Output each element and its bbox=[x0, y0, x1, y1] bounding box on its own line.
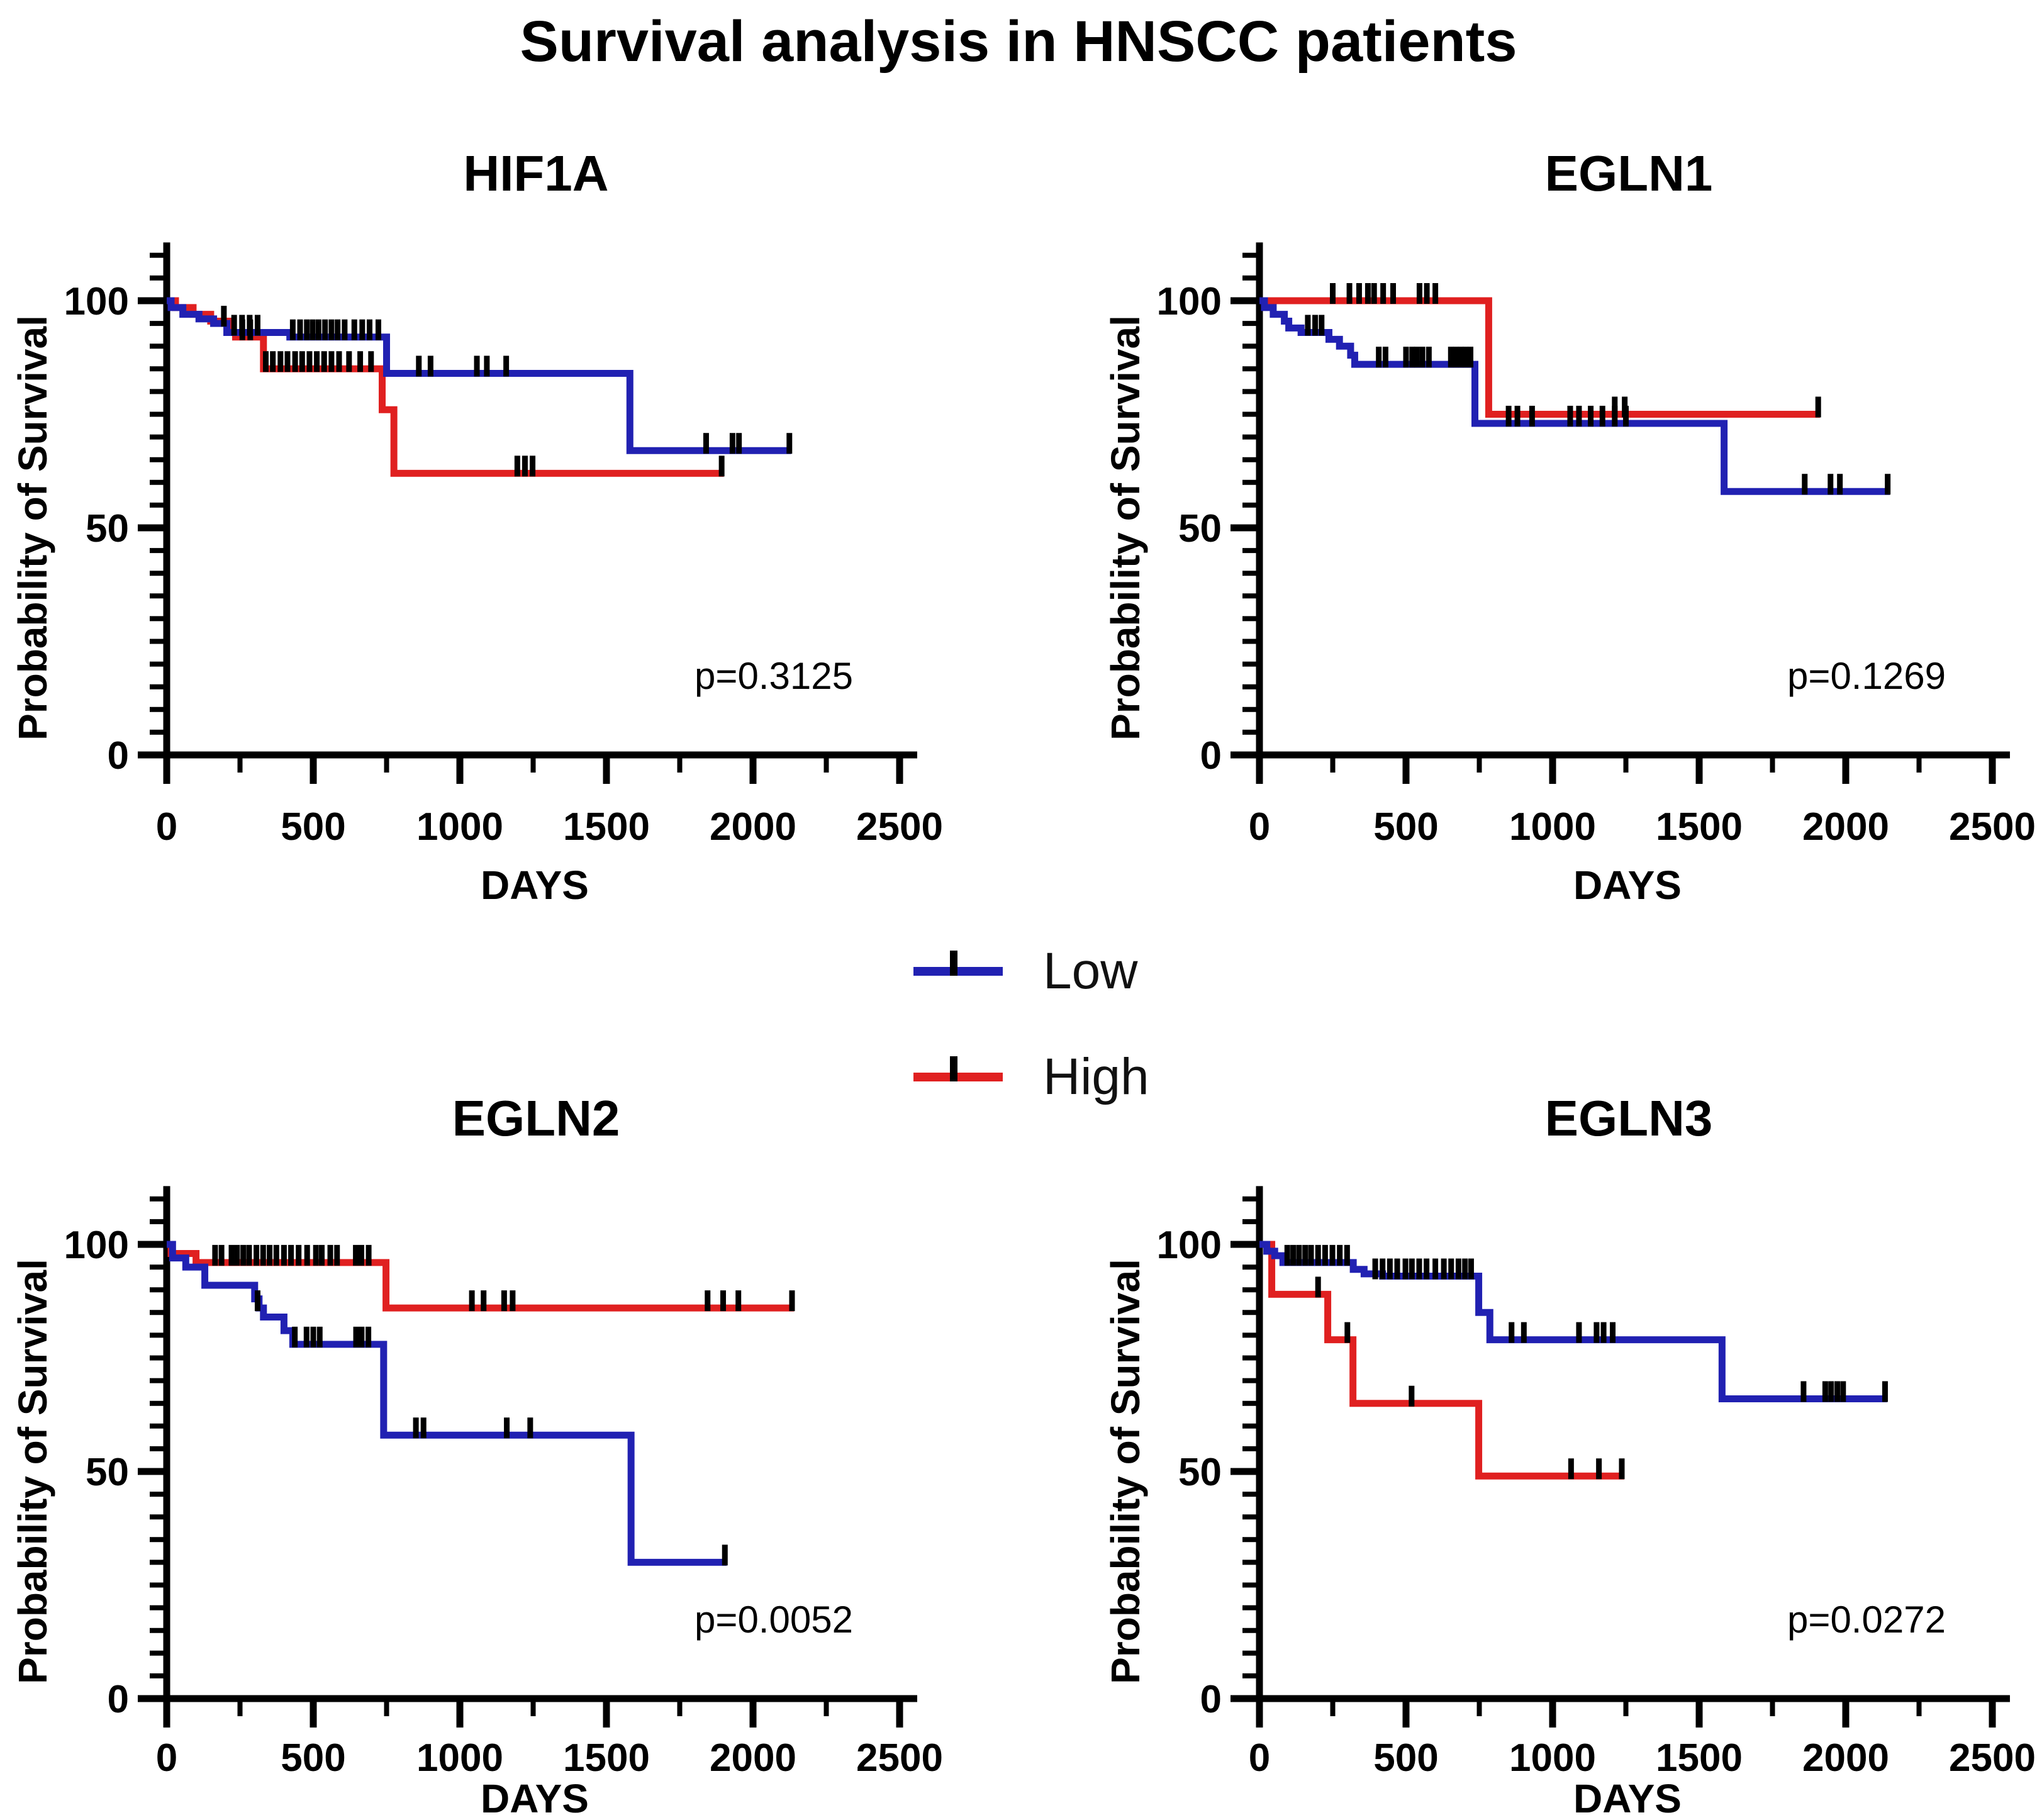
x-axis-label: DAYS bbox=[481, 1776, 589, 1820]
x-tick-label: 1500 bbox=[1656, 805, 1743, 849]
legend-low-line-swatch bbox=[913, 951, 1003, 976]
y-tick-label: 0 bbox=[108, 734, 129, 778]
y-tick-label: 50 bbox=[1178, 1451, 1222, 1494]
x-tick-label: 2500 bbox=[856, 1736, 943, 1780]
km-curve-high bbox=[1259, 1241, 1624, 1480]
x-axis-label: DAYS bbox=[481, 863, 589, 908]
y-tick-label: 0 bbox=[1200, 734, 1222, 778]
km-curve-low bbox=[1259, 297, 1890, 495]
p-value-egln2: p=0.0052 bbox=[695, 1599, 853, 1641]
x-tick-label: 0 bbox=[156, 805, 177, 849]
x-axis-label: DAYS bbox=[1573, 1776, 1682, 1820]
censor-tick-icon bbox=[950, 951, 957, 976]
x-tick-label: 500 bbox=[1373, 805, 1438, 849]
y-axis-label: Probability of Survival bbox=[10, 315, 55, 740]
x-tick-label: 2000 bbox=[710, 805, 796, 849]
y-tick-label: 0 bbox=[1200, 1678, 1222, 1721]
x-tick-label: 0 bbox=[1249, 805, 1270, 849]
subplot-title-egln3: EGLN3 bbox=[1544, 1090, 1713, 1146]
subplot-title-egln1: EGLN1 bbox=[1544, 145, 1713, 201]
y-tick-label: 50 bbox=[86, 1451, 129, 1494]
legend-item-high: High bbox=[913, 1044, 1149, 1110]
km-curve-low bbox=[167, 1241, 727, 1566]
y-tick-label: 0 bbox=[108, 1678, 129, 1721]
x-tick-label: 2000 bbox=[1802, 1736, 1889, 1780]
x-tick-label: 1500 bbox=[563, 805, 650, 849]
x-tick-label: 500 bbox=[281, 805, 345, 849]
km-curve-high bbox=[1259, 297, 1820, 418]
subplot-title-egln2: EGLN2 bbox=[452, 1090, 620, 1146]
km-curve-low bbox=[167, 297, 791, 454]
x-tick-label: 2500 bbox=[1949, 805, 2036, 849]
legend-label-low: Low bbox=[1043, 942, 1138, 1000]
figure-title: Survival analysis in HNSCC patients bbox=[520, 9, 1517, 74]
x-tick-label: 1000 bbox=[1509, 1736, 1596, 1780]
y-axis-label: Probability of Survival bbox=[1103, 315, 1148, 740]
p-value-egln1: p=0.1269 bbox=[1787, 655, 1946, 697]
x-tick-label: 2500 bbox=[856, 805, 943, 849]
x-tick-label: 1000 bbox=[416, 1736, 503, 1780]
legend-item-low: Low bbox=[913, 939, 1149, 1004]
x-tick-label: 2000 bbox=[710, 1736, 796, 1780]
y-tick-label: 100 bbox=[64, 280, 129, 323]
y-axis-label: Probability of Survival bbox=[1103, 1259, 1148, 1684]
y-axis-label: Probability of Survival bbox=[10, 1259, 55, 1684]
subplot-title-hif1a: HIF1A bbox=[463, 145, 609, 201]
x-tick-label: 1000 bbox=[1509, 805, 1596, 849]
y-tick-label: 100 bbox=[1157, 1224, 1222, 1267]
x-tick-label: 1500 bbox=[563, 1736, 650, 1780]
x-tick-label: 1000 bbox=[416, 805, 503, 849]
y-tick-label: 50 bbox=[1178, 507, 1222, 550]
x-tick-label: 0 bbox=[1249, 1736, 1270, 1780]
x-tick-label: 1500 bbox=[1656, 1736, 1743, 1780]
legend-label-high: High bbox=[1043, 1048, 1149, 1105]
y-tick-label: 100 bbox=[64, 1224, 129, 1267]
legend-high-line-swatch bbox=[913, 1056, 1003, 1081]
x-tick-label: 0 bbox=[156, 1736, 177, 1780]
x-tick-label: 500 bbox=[281, 1736, 345, 1780]
km-curve-low bbox=[1259, 1241, 1887, 1402]
x-tick-label: 2500 bbox=[1949, 1736, 2036, 1780]
p-value-egln3: p=0.0272 bbox=[1787, 1599, 1946, 1641]
x-tick-label: 500 bbox=[1373, 1736, 1438, 1780]
censor-tick-icon bbox=[950, 1056, 957, 1081]
x-axis-label: DAYS bbox=[1573, 863, 1682, 908]
legend: Low High bbox=[913, 939, 1149, 1110]
y-tick-label: 100 bbox=[1157, 280, 1222, 323]
x-tick-label: 2000 bbox=[1802, 805, 1889, 849]
p-value-hif1a: p=0.3125 bbox=[695, 655, 853, 697]
y-tick-label: 50 bbox=[86, 507, 129, 550]
